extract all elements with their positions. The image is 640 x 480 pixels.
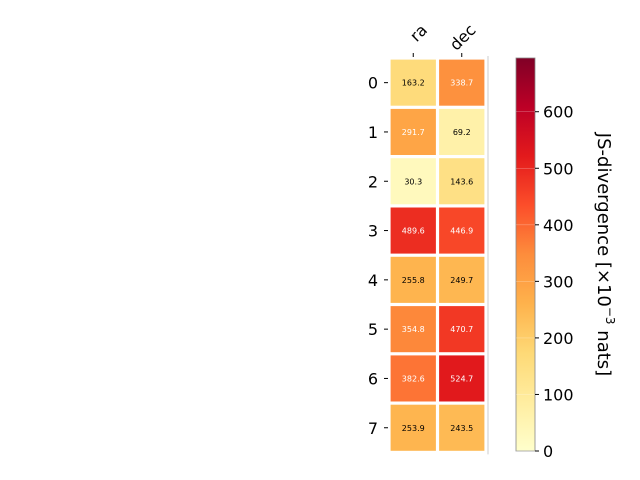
colorbar-title-main: JS-divergence [×10 bbox=[593, 132, 614, 307]
heatmap-cell bbox=[389, 354, 438, 403]
column-tick-label: dec bbox=[446, 20, 480, 54]
colorbar-title-exponent: −3 bbox=[603, 307, 617, 325]
cell-value-label: 255.8 bbox=[402, 276, 425, 285]
row-tick-label: 4 bbox=[368, 271, 378, 290]
cell-value-label: 338.7 bbox=[450, 79, 473, 88]
heatmap-cell bbox=[437, 403, 486, 453]
heatmap-cell bbox=[389, 157, 438, 206]
row-tick-label: 5 bbox=[368, 320, 378, 339]
heatmap-grid: 163.2 338.7 291.7 69.2 30.3 143.6 489.6 446.9 25… bbox=[389, 58, 486, 453]
cell-value-label: 143.6 bbox=[450, 177, 473, 186]
heatmap-cell bbox=[389, 107, 438, 157]
row-tick-label: 1 bbox=[368, 123, 378, 142]
heatmap-cell bbox=[389, 255, 438, 305]
cell-value-label: 163.2 bbox=[402, 79, 425, 88]
colorbar-gradient bbox=[515, 57, 536, 452]
heatmap-cell bbox=[437, 304, 486, 354]
colorbar-tick-label: 300 bbox=[543, 272, 574, 291]
cell-value-label: 524.7 bbox=[450, 374, 473, 383]
colorbar-tick-label: 100 bbox=[543, 385, 574, 404]
column-tick-label: ra bbox=[406, 20, 431, 45]
heatmap-cell bbox=[437, 255, 486, 305]
colorbar-tick-label: 0 bbox=[543, 442, 553, 461]
cell-value-label: 243.5 bbox=[450, 424, 473, 433]
heatmap-cell bbox=[389, 58, 438, 107]
cell-value-label: 354.8 bbox=[402, 325, 425, 334]
colorbar-title: JS-divergence [×10−3 nats] bbox=[593, 132, 617, 376]
row-tick-label: 2 bbox=[368, 172, 378, 191]
colorbar-tick-label: 200 bbox=[543, 329, 574, 348]
heatmap-cell bbox=[437, 58, 486, 107]
colorbar-tick-label: 600 bbox=[543, 103, 574, 122]
row-tick-label: 0 bbox=[368, 74, 378, 93]
cell-value-label: 69.2 bbox=[453, 128, 471, 137]
row-tick-label: 3 bbox=[368, 222, 378, 241]
heatmap-cell bbox=[389, 206, 438, 255]
cell-value-label: 489.6 bbox=[402, 227, 425, 236]
row-tick-label: 6 bbox=[368, 369, 378, 388]
colorbar-tick-label: 500 bbox=[543, 159, 574, 178]
heatmap-cell bbox=[389, 304, 438, 354]
cell-value-label: 382.6 bbox=[402, 374, 425, 383]
cell-value-label: 446.9 bbox=[450, 227, 473, 236]
heatmap-cell bbox=[437, 157, 486, 206]
heatmap-cell bbox=[437, 206, 486, 255]
heatmap-cell bbox=[437, 354, 486, 403]
colorbar: 0 100 200 300 400 500 600 JS-divergence [×10−3 … bbox=[515, 57, 617, 461]
cell-value-label: 249.7 bbox=[450, 276, 473, 285]
cell-value-label: 291.7 bbox=[402, 128, 425, 137]
cell-value-label: 253.9 bbox=[402, 424, 425, 433]
row-tick-label: 7 bbox=[368, 419, 378, 438]
heatmap-cell bbox=[389, 403, 438, 453]
heatmap-cell bbox=[437, 107, 486, 157]
colorbar-title-suffix: nats] bbox=[593, 325, 614, 377]
cell-value-label: 30.3 bbox=[404, 177, 422, 186]
colorbar-tick-label: 400 bbox=[543, 216, 574, 235]
cell-value-label: 470.7 bbox=[450, 325, 473, 334]
